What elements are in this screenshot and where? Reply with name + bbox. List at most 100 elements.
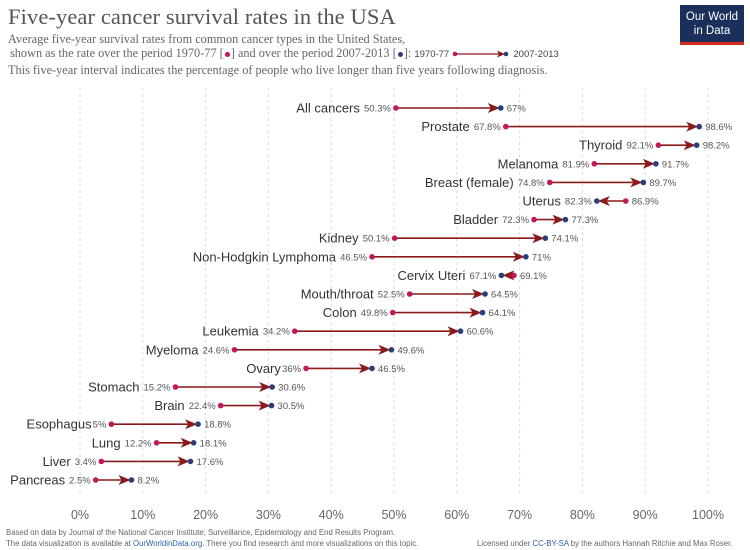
x-tick-label: 30% (256, 508, 281, 522)
x-tick-label: 0% (71, 508, 89, 522)
logo-line-2: in Data (693, 25, 731, 37)
category-label-cervix-uteri: Cervix Uteri (397, 268, 465, 283)
license-link[interactable]: CC-BY-SA (532, 539, 569, 548)
end-value-label: 17.6% (197, 457, 224, 468)
end-value-label: 60.6% (467, 327, 494, 338)
end-value-label: 46.5% (378, 364, 405, 375)
arrowhead-prostate (686, 121, 699, 132)
category-label-bladder: Bladder (453, 212, 498, 227)
start-value-label: 92.1% (626, 141, 653, 152)
subtitle-line-1: Average five-year survival rates from co… (8, 32, 406, 46)
x-tick-label: 20% (193, 508, 218, 522)
footer-license-a: Licensed under (477, 539, 533, 548)
end-point-bladder (562, 216, 569, 223)
start-value-label: 24.6% (203, 345, 230, 356)
arrowhead-all-cancers (487, 103, 500, 113)
end-value-label: 30.5% (278, 401, 305, 412)
category-label-all-cancers: All cancers (296, 101, 360, 116)
start-value-label: 22.4% (189, 401, 216, 412)
start-point-uterus (622, 198, 629, 204)
category-label-esophagus: Esophagus (27, 417, 93, 432)
owid-logo[interactable]: Our World in Data (680, 5, 744, 45)
end-point-pancreas (128, 477, 135, 483)
end-value-label: 18.1% (200, 438, 227, 449)
start-point-non-hodgkin-lymphoma (369, 253, 375, 260)
start-value-label: 12.2% (125, 438, 152, 449)
owid-link[interactable]: OurWorldinData.org (133, 539, 203, 548)
end-point-thyroid (693, 142, 700, 148)
start-point-lung (153, 440, 160, 446)
x-tick-label: 100% (692, 508, 724, 522)
end-value-label: 71% (532, 252, 552, 263)
end-value-label: 67% (507, 104, 527, 115)
category-label-pancreas: Pancreas (10, 473, 65, 488)
category-label-liver: Liver (43, 454, 72, 469)
end-point-leukemia (457, 328, 464, 335)
start-value-label: 3.4% (75, 457, 97, 468)
arrowhead-pancreas (118, 475, 131, 485)
category-label-thyroid: Thyroid (579, 138, 622, 153)
end-value-label: 89.7% (649, 178, 676, 189)
end-point-colon (479, 309, 486, 316)
arrowhead-esophagus (185, 419, 198, 430)
start-point-all-cancers (393, 105, 399, 111)
footer-availability-b: . There you find research and more visua… (202, 539, 419, 548)
category-label-colon: Colon (323, 305, 357, 320)
end-dot-icon (397, 51, 403, 57)
category-label-mouth-throat: Mouth/throat (301, 287, 374, 302)
x-tick-label: 50% (381, 508, 406, 522)
end-value-label: 30.6% (278, 383, 305, 394)
start-point-mouth-throat (406, 291, 413, 297)
end-point-brain (268, 402, 275, 409)
end-value-label: 64.5% (491, 290, 518, 301)
footer-license-b: by the authors Hannah Ritchie and Max Ro… (568, 539, 733, 548)
start-value-label: 5% (93, 420, 107, 431)
end-point-ovary (369, 365, 375, 372)
end-point-lung (190, 440, 197, 446)
start-point-prostate (502, 123, 509, 130)
arrowhead-mouth-throat (472, 289, 485, 299)
start-value-label: 34.2% (263, 327, 290, 338)
chart-title: Five-year cancer survival rates in the U… (8, 4, 396, 29)
start-point-kidney (391, 235, 398, 241)
subtitle-line-2: shown as the rate over the period 1970-7… (10, 46, 559, 61)
arrowhead-stomach (259, 382, 272, 392)
start-point-cervix-uteri (511, 272, 517, 279)
arrowhead-leukemia (447, 326, 460, 337)
start-value-label: 49.8% (361, 308, 388, 319)
end-value-label: 74.1% (551, 234, 578, 245)
end-point-stomach (269, 384, 275, 390)
start-dot-icon (224, 51, 230, 57)
subtitle-line-3: This five-year interval indicates the pe… (8, 63, 548, 77)
category-label-prostate: Prostate (421, 119, 469, 134)
start-value-label: 74.8% (518, 178, 545, 189)
arrowhead-myeloma (378, 344, 391, 355)
footer-availability-a: The data visualization is available at (6, 539, 133, 548)
end-point-non-hodgkin-lymphoma (523, 253, 529, 260)
subtitle-line-2-part-c: ]: (403, 46, 412, 60)
arrowhead-lung (180, 437, 193, 448)
category-label-stomach: Stomach (88, 380, 139, 395)
start-point-melanoma (591, 161, 598, 167)
start-value-label: 69.1% (520, 271, 547, 282)
category-label-ovary: Ovary (246, 361, 281, 376)
end-point-liver (187, 458, 194, 465)
end-value-label: 18.8% (204, 420, 231, 431)
arrowhead-liver (177, 456, 190, 467)
start-point-stomach (172, 384, 179, 390)
end-point-uterus (594, 198, 600, 204)
x-tick-label: 10% (130, 508, 155, 522)
x-tick-label: 60% (444, 508, 469, 522)
x-tick-label: 90% (633, 508, 658, 522)
start-point-liver (98, 458, 105, 465)
subtitle-line-2-part-a: shown as the rate over the period 1970-7… (10, 46, 224, 60)
start-value-label: 46.5% (340, 252, 367, 263)
category-label-kidney: Kidney (319, 231, 359, 246)
start-value-label: 50.3% (364, 104, 391, 115)
footer-availability: The data visualization is available at O… (6, 539, 418, 548)
start-point-thyroid (655, 142, 662, 148)
start-value-label: 81.9% (562, 159, 589, 170)
end-point-esophagus (195, 421, 201, 428)
category-label-brain: Brain (154, 398, 184, 413)
